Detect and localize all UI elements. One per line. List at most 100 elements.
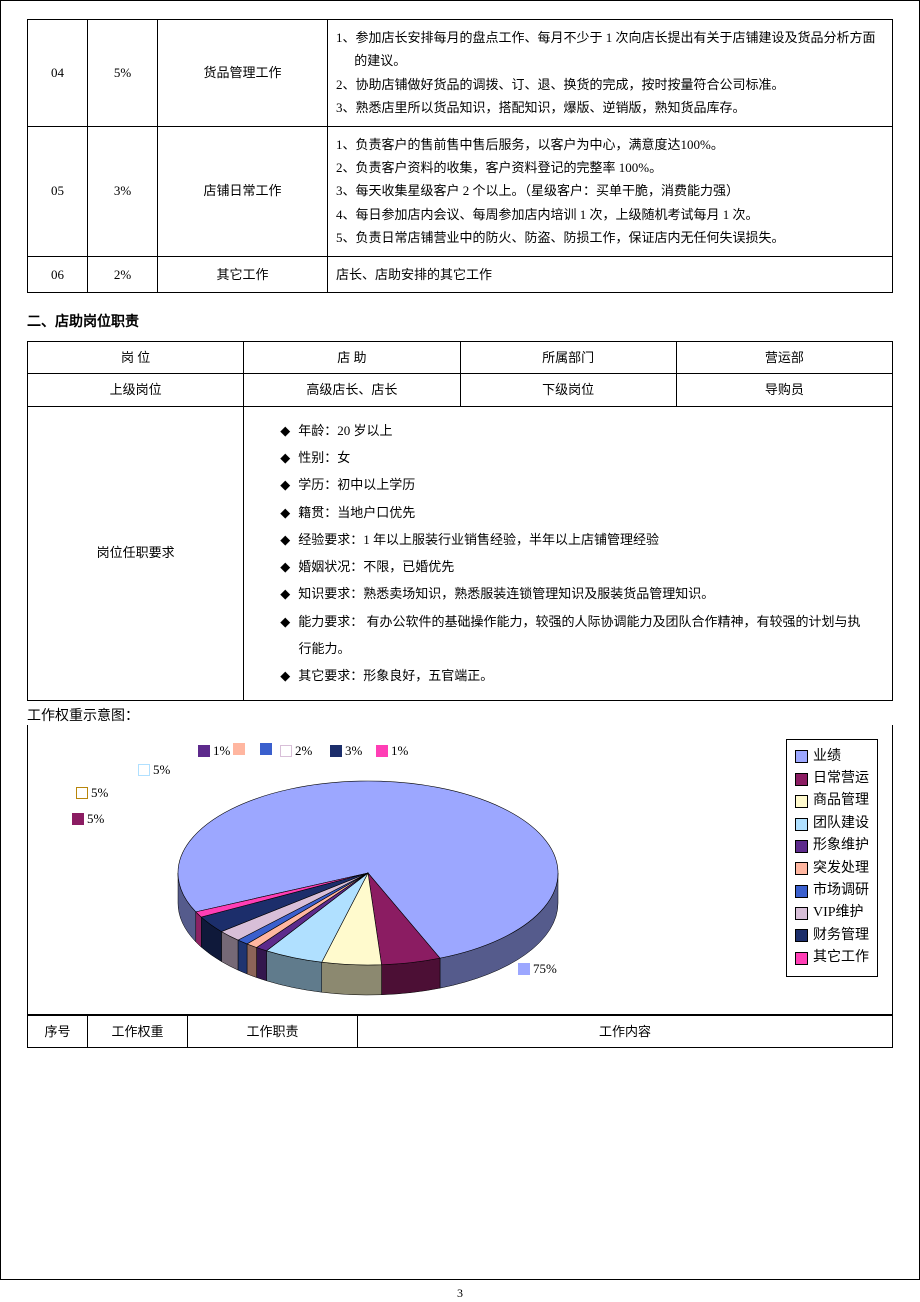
label-requirements: 岗位任职要求 — [28, 406, 244, 700]
legend-label: 其它工作 — [813, 947, 869, 969]
pie-data-label: 5% — [138, 762, 170, 778]
data-label-text: 2% — [295, 743, 312, 759]
data-label-text: 3% — [345, 743, 362, 759]
row-duty: 其它工作 — [158, 256, 328, 292]
data-label-swatch-icon — [330, 745, 342, 757]
legend-label: 商品管理 — [813, 790, 869, 812]
position-info-table: 岗 位 店 助 所属部门 营运部 上级岗位 高级店长、店长 下级岗位 导购员 岗… — [27, 341, 893, 701]
legend-swatch-icon — [795, 929, 808, 942]
legend-swatch-icon — [795, 750, 808, 763]
row-no: 04 — [28, 20, 88, 127]
data-label-swatch-icon — [376, 745, 388, 757]
legend-swatch-icon — [795, 862, 808, 875]
duties-header-table: 序号 工作权重 工作职责 工作内容 — [27, 1015, 893, 1048]
pie-data-label — [233, 743, 245, 755]
legend-swatch-icon — [795, 840, 808, 853]
page-frame: 045%货品管理工作1、参加店长安排每月的盘点工作、每月不少于 1 次向店长提出… — [0, 0, 920, 1280]
legend-label: VIP维护 — [813, 902, 864, 924]
col-no: 序号 — [28, 1015, 88, 1047]
data-label-swatch-icon — [518, 963, 530, 975]
legend-swatch-icon — [795, 773, 808, 786]
requirement-item: ◆其它要求：形象良好，五官端正。 — [298, 662, 866, 689]
pie-data-label: 1% — [198, 743, 230, 759]
legend-item: 形象维护 — [795, 835, 869, 857]
requirement-item: ◆经验要求：1 年以上服装行业销售经验，半年以上店铺管理经验 — [298, 526, 866, 553]
row-duty: 货品管理工作 — [158, 20, 328, 127]
row-content: 店长、店助安排的其它工作 — [328, 256, 893, 292]
data-label-text: 5% — [153, 762, 170, 778]
legend-swatch-icon — [795, 818, 808, 831]
legend-swatch-icon — [795, 795, 808, 808]
label-position: 岗 位 — [28, 341, 244, 373]
row-weight: 3% — [88, 126, 158, 256]
legend-label: 形象维护 — [813, 835, 869, 857]
label-superior: 上级岗位 — [28, 374, 244, 406]
pie-data-label: 1% — [376, 743, 408, 759]
col-content: 工作内容 — [358, 1015, 893, 1047]
legend-label: 业绩 — [813, 746, 841, 768]
data-label-swatch-icon — [198, 745, 210, 757]
legend-label: 日常营运 — [813, 768, 869, 790]
data-label-text: 5% — [91, 785, 108, 801]
legend-item: VIP维护 — [795, 902, 869, 924]
row-no: 06 — [28, 256, 88, 292]
legend-item: 日常营运 — [795, 768, 869, 790]
legend-item: 财务管理 — [795, 925, 869, 947]
row-weight: 5% — [88, 20, 158, 127]
data-label-swatch-icon — [76, 787, 88, 799]
legend-label: 突发处理 — [813, 858, 869, 880]
row-weight: 2% — [88, 256, 158, 292]
requirement-item: ◆性别：女 — [298, 444, 866, 471]
value-subordinate: 导购员 — [676, 374, 892, 406]
value-department: 营运部 — [676, 341, 892, 373]
legend-item: 商品管理 — [795, 790, 869, 812]
legend-label: 市场调研 — [813, 880, 869, 902]
legend-swatch-icon — [795, 907, 808, 920]
pie-data-label: 3% — [330, 743, 362, 759]
pie-data-label: 5% — [76, 785, 108, 801]
data-label-swatch-icon — [72, 813, 84, 825]
data-label-swatch-icon — [138, 764, 150, 776]
data-label-swatch-icon — [233, 743, 245, 755]
legend-item: 其它工作 — [795, 947, 869, 969]
duties-table: 045%货品管理工作1、参加店长安排每月的盘点工作、每月不少于 1 次向店长提出… — [27, 19, 893, 293]
row-duty: 店铺日常工作 — [158, 126, 328, 256]
data-label-swatch-icon — [260, 743, 272, 755]
pie-data-label: 75% — [518, 961, 557, 977]
pie-data-label — [260, 743, 272, 755]
chart-title: 工作权重示意图： — [27, 705, 893, 725]
data-label-text: 1% — [391, 743, 408, 759]
requirement-item: ◆能力要求： 有办公软件的基础操作能力，较强的人际协调能力及团队合作精神，有较强… — [298, 608, 866, 663]
legend-swatch-icon — [795, 952, 808, 965]
pie-data-labels: 75% 5% 5% 5% 1% 2% 3% 1% — [28, 725, 892, 1014]
legend-item: 市场调研 — [795, 880, 869, 902]
legend-item: 团队建设 — [795, 813, 869, 835]
col-duty: 工作职责 — [188, 1015, 358, 1047]
requirement-item: ◆婚姻状况：不限，已婚优先 — [298, 553, 866, 580]
pie-data-label: 5% — [72, 811, 104, 827]
pie-data-label: 2% — [280, 743, 312, 759]
col-weight: 工作权重 — [88, 1015, 188, 1047]
value-position: 店 助 — [244, 341, 460, 373]
row-content: 1、负责客户的售前售中售后服务，以客户为中心，满意度达100%。2、负责客户资料… — [328, 126, 893, 256]
value-superior: 高级店长、店长 — [244, 374, 460, 406]
legend-label: 财务管理 — [813, 925, 869, 947]
legend-label: 团队建设 — [813, 813, 869, 835]
section-title: 二、店助岗位职责 — [27, 311, 893, 331]
legend-item: 突发处理 — [795, 858, 869, 880]
data-label-text: 75% — [533, 961, 557, 977]
requirement-item: ◆知识要求：熟悉卖场知识，熟悉服装连锁管理知识及服装货品管理知识。 — [298, 580, 866, 607]
data-label-text: 5% — [87, 811, 104, 827]
legend-swatch-icon — [795, 885, 808, 898]
requirement-item: ◆学历：初中以上学历 — [298, 471, 866, 498]
data-label-text: 1% — [213, 743, 230, 759]
chart-legend: 业绩日常营运商品管理团队建设形象维护突发处理市场调研VIP维护财务管理其它工作 — [786, 739, 878, 977]
requirement-item: ◆籍贯：当地户口优先 — [298, 499, 866, 526]
page-number: 3 — [0, 1280, 920, 1301]
data-label-swatch-icon — [280, 745, 292, 757]
legend-item: 业绩 — [795, 746, 869, 768]
weight-pie-chart: 75% 5% 5% 5% 1% 2% 3% 1% 业绩日常营运商品管理团队建设形象维护突发处理… — [27, 725, 893, 1015]
label-department: 所属部门 — [460, 341, 676, 373]
row-no: 05 — [28, 126, 88, 256]
requirements-cell: ◆年龄：20 岁以上◆性别：女◆学历：初中以上学历◆籍贯：当地户口优先◆经验要求… — [244, 406, 893, 700]
